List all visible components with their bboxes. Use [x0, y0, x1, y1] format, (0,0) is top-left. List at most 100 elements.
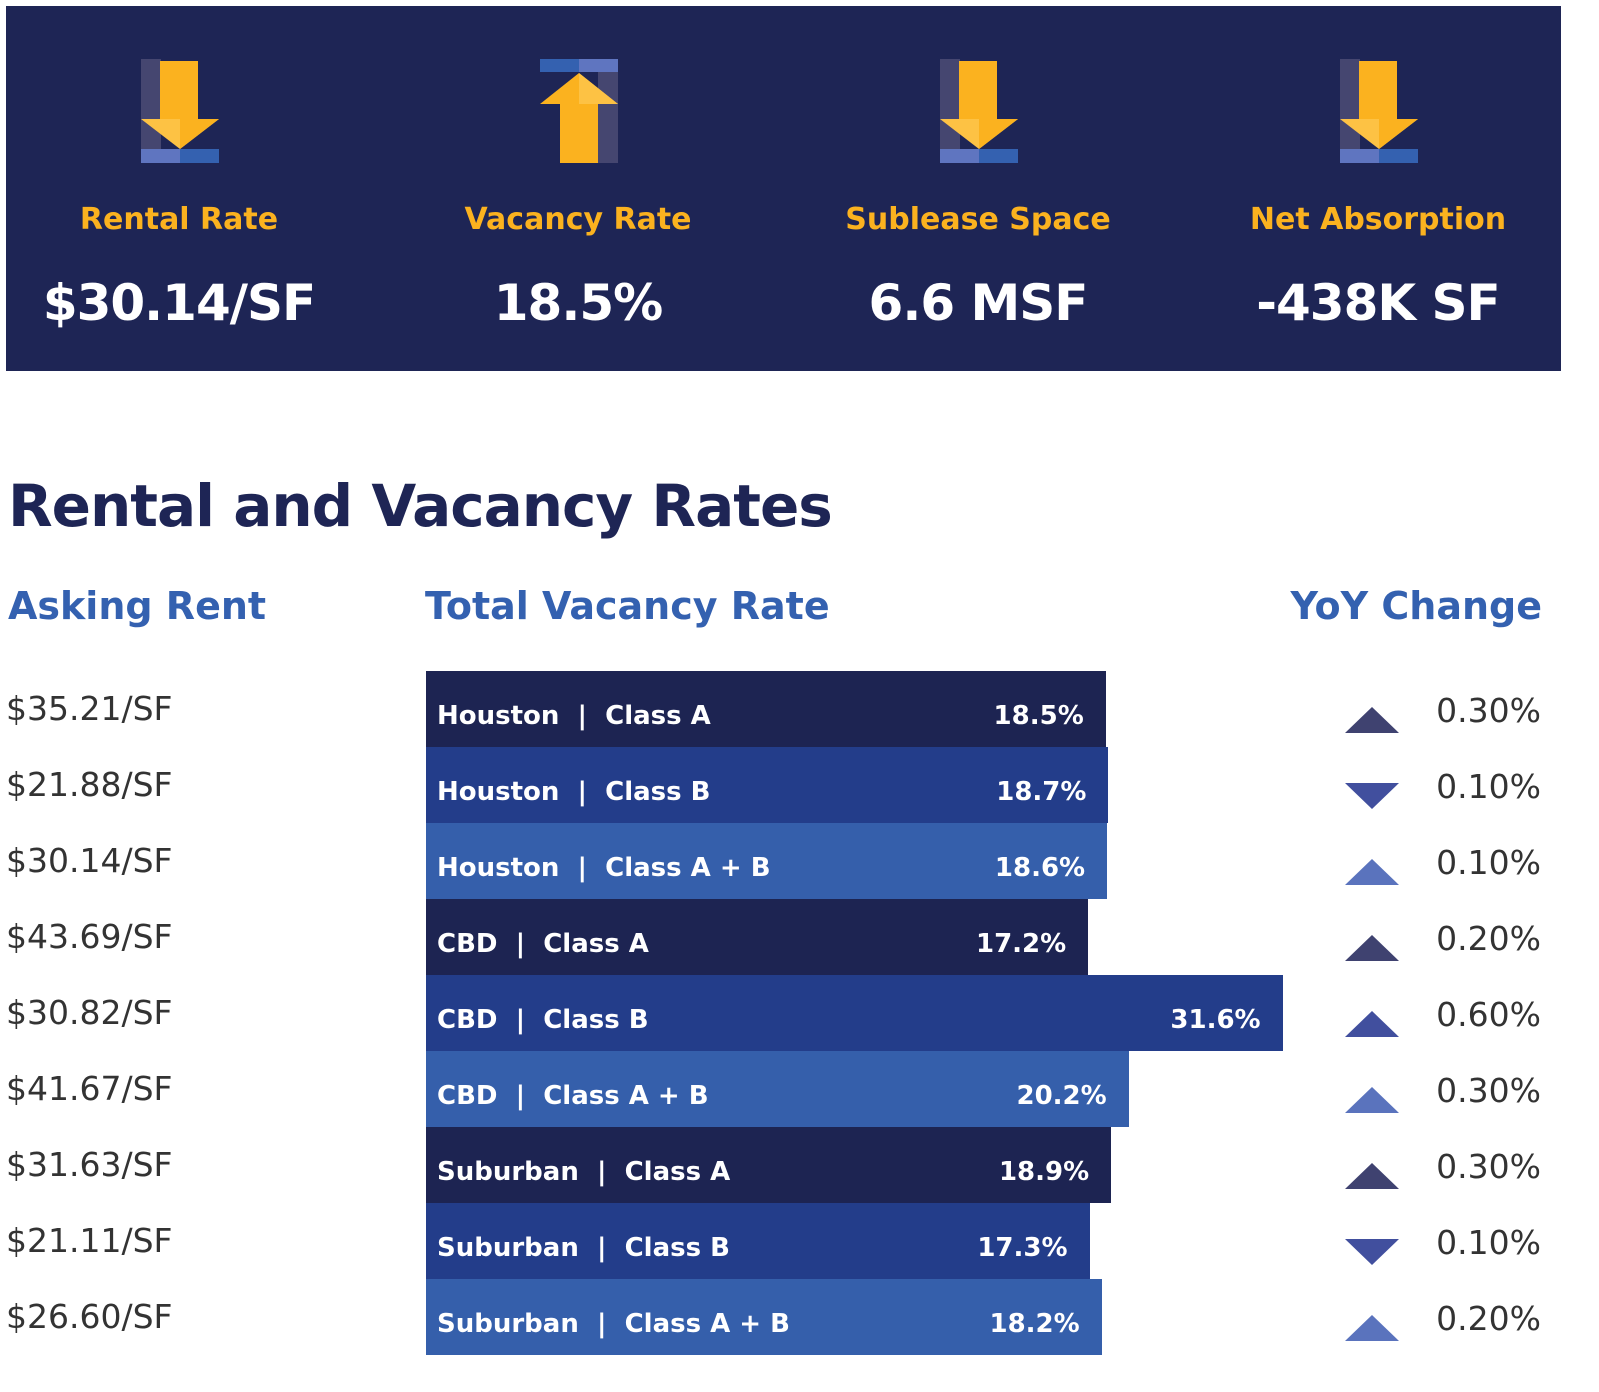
vacancy-header: Total Vacancy Rate — [425, 584, 830, 628]
class: Class A + B — [543, 1081, 709, 1111]
asking-rent: $35.21/SF — [6, 689, 173, 728]
vacancy-value: 17.2% — [975, 929, 1067, 959]
kpi-net-absorption: Net Absorption -438K SF — [1178, 6, 1578, 371]
table-row: $21.11/SF Suburban | Class B 17.3% 0.10% — [0, 1203, 1599, 1279]
market: CBD — [437, 929, 498, 959]
market: Suburban — [437, 1309, 579, 1339]
yoy-value: 0.60% — [1436, 995, 1541, 1034]
class: Class A + B — [624, 1309, 790, 1339]
class: Class B — [605, 777, 711, 807]
vacancy-bar: Suburban | Class A 18.9% — [426, 1127, 1112, 1203]
kpi-title: Sublease Space — [845, 202, 1111, 237]
market: Suburban — [437, 1233, 579, 1263]
kpi-title: Net Absorption — [1249, 202, 1507, 237]
triangle-up-icon — [1345, 1011, 1399, 1037]
class: Class A — [543, 929, 649, 959]
market: Suburban — [437, 1157, 579, 1187]
vacancy-value: 18.6% — [994, 853, 1086, 883]
yoy-value: 0.30% — [1436, 1147, 1541, 1186]
vacancy-value: 20.2% — [1016, 1081, 1107, 1111]
asking-rent: $30.14/SF — [6, 841, 173, 880]
table-row: $35.21/SF Houston | Class A 18.5% 0.30% — [0, 671, 1599, 747]
bar-label: Suburban | Class B — [437, 1233, 730, 1263]
vacancy-bar: CBD | Class A + B 20.2% — [426, 1051, 1129, 1127]
table-row: $26.60/SF Suburban | Class A + B 18.2% 0… — [0, 1279, 1599, 1355]
vacancy-value: 18.9% — [998, 1157, 1090, 1187]
arrow-down-icon — [141, 59, 219, 163]
triangle-up-icon — [1345, 935, 1399, 961]
separator: | — [577, 701, 588, 731]
kpi-panel: Rental Rate $30.14/SF Vacancy Rate 18.5% Sub… — [6, 6, 1561, 371]
vacancy-bar: Houston | Class A + B 18.6% — [426, 823, 1108, 899]
vacancy-value: 18.5% — [993, 701, 1084, 731]
asking-rent: $21.88/SF — [6, 765, 173, 804]
yoy-header: YoY Change — [1290, 584, 1543, 628]
separator: | — [577, 853, 588, 883]
market: Houston — [437, 853, 560, 883]
yoy-value: 0.30% — [1436, 1071, 1541, 1110]
class: Class A — [624, 1157, 731, 1187]
triangle-down-icon — [1345, 783, 1399, 809]
separator: | — [515, 1081, 526, 1111]
yoy-value: 0.20% — [1436, 1299, 1541, 1338]
bar-label: CBD | Class B — [437, 1005, 649, 1035]
yoy-value: 0.10% — [1436, 843, 1541, 882]
triangle-down-icon — [1345, 1239, 1399, 1265]
vacancy-value: 18.2% — [989, 1309, 1080, 1339]
market: CBD — [437, 1081, 498, 1111]
arrow-up-icon — [540, 59, 618, 163]
table-row: $21.88/SF Houston | Class B 18.7% 0.10% — [0, 747, 1599, 823]
bar-label: CBD | Class A — [437, 929, 649, 959]
asking-rent: $43.69/SF — [6, 917, 173, 956]
triangle-up-icon — [1345, 1315, 1399, 1341]
table-row: $30.82/SF CBD | Class B 31.6% 0.60% — [0, 975, 1599, 1051]
bar-label: Houston | Class A + B — [437, 853, 771, 883]
asking-rent: $31.63/SF — [6, 1145, 173, 1184]
asking-rent: $21.11/SF — [6, 1221, 173, 1260]
bar-label: Houston | Class A — [437, 701, 711, 731]
bar-label: Suburban | Class A + B — [437, 1309, 790, 1339]
kpi-rental-rate: Rental Rate $30.14/SF — [0, 6, 379, 371]
asking-rent-header: Asking Rent — [8, 584, 267, 628]
kpi-vacancy-rate: Vacancy Rate 18.5% — [378, 6, 778, 371]
arrow-down-icon — [940, 59, 1018, 163]
kpi-value: -438K SF — [1256, 274, 1500, 332]
market: CBD — [437, 1005, 498, 1035]
yoy-value: 0.10% — [1436, 767, 1541, 806]
separator: | — [577, 777, 588, 807]
class: Class B — [624, 1233, 730, 1263]
separator: | — [596, 1233, 607, 1263]
arrow-down-icon — [1340, 59, 1418, 163]
asking-rent: $26.60/SF — [6, 1297, 173, 1336]
bar-label: CBD | Class A + B — [437, 1081, 709, 1111]
kpi-value: 18.5% — [493, 274, 663, 332]
table-row: $31.63/SF Suburban | Class A 18.9% 0.30% — [0, 1127, 1599, 1203]
market: Houston — [437, 777, 560, 807]
kpi-title: Rental Rate — [79, 202, 279, 237]
kpi-value: 6.6 MSF — [868, 274, 1089, 332]
vacancy-bar: Houston | Class B 18.7% — [426, 747, 1109, 823]
yoy-value: 0.20% — [1436, 919, 1541, 958]
separator: | — [515, 1005, 526, 1035]
triangle-up-icon — [1345, 1163, 1399, 1189]
class: Class B — [543, 1005, 649, 1035]
bar-label: Houston | Class B — [437, 777, 711, 807]
bar-label: Suburban | Class A — [437, 1157, 730, 1187]
class: Class A + B — [605, 853, 771, 883]
vacancy-value: 31.6% — [1170, 1005, 1261, 1035]
separator: | — [515, 929, 526, 959]
triangle-up-icon — [1345, 859, 1399, 885]
vacancy-bar: Houston | Class A 18.5% — [426, 671, 1106, 747]
vacancy-bar: Suburban | Class A + B 18.2% — [426, 1279, 1102, 1355]
vacancy-value: 17.3% — [977, 1233, 1068, 1263]
separator: | — [596, 1157, 607, 1187]
vacancy-bar: CBD | Class A 17.2% — [426, 899, 1089, 975]
yoy-value: 0.10% — [1436, 1223, 1541, 1262]
section-title: Rental and Vacancy Rates — [8, 472, 833, 540]
triangle-up-icon — [1345, 707, 1399, 733]
vacancy-bar: CBD | Class B 31.6% — [426, 975, 1283, 1051]
yoy-value: 0.30% — [1436, 691, 1541, 730]
table-row: $43.69/SF CBD | Class A 17.2% 0.20% — [0, 899, 1599, 975]
kpi-value: $30.14/SF — [42, 274, 316, 332]
market: Houston — [437, 701, 560, 731]
